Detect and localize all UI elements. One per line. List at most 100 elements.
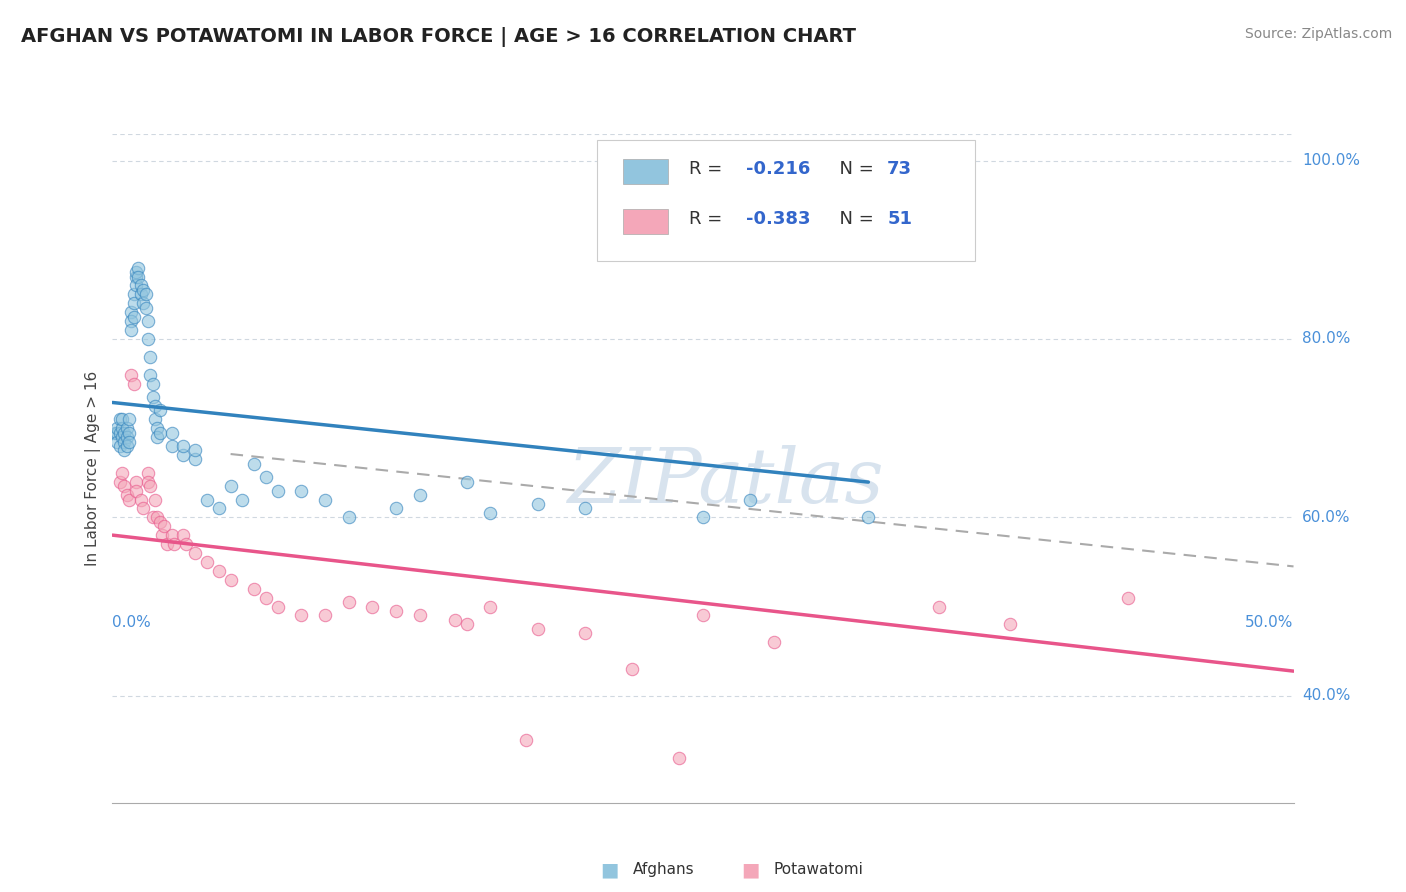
Point	[112, 425, 135, 440]
Point	[122, 310, 145, 324]
Text: 51: 51	[887, 211, 912, 228]
Point	[314, 608, 336, 623]
Point	[136, 314, 159, 328]
Point	[135, 301, 157, 315]
Point	[337, 595, 360, 609]
Point	[762, 635, 785, 649]
Point	[120, 323, 142, 337]
FancyBboxPatch shape	[623, 159, 668, 184]
Point	[105, 434, 128, 449]
Point	[120, 368, 142, 382]
Point	[129, 492, 152, 507]
Point	[314, 492, 336, 507]
Point	[125, 269, 148, 284]
FancyBboxPatch shape	[596, 141, 974, 261]
Point	[122, 287, 145, 301]
Point	[129, 287, 152, 301]
Point	[184, 452, 207, 467]
Text: R =: R =	[689, 211, 728, 228]
Point	[143, 399, 166, 413]
Point	[136, 475, 159, 489]
Point	[385, 501, 408, 516]
Point	[115, 421, 138, 435]
Text: N =: N =	[828, 160, 880, 178]
Point	[111, 466, 134, 480]
Point	[118, 492, 141, 507]
Point	[621, 662, 644, 676]
Point	[1116, 591, 1139, 605]
Point	[125, 278, 148, 293]
Point	[108, 412, 131, 426]
Point	[526, 497, 548, 511]
Point	[143, 492, 166, 507]
Point	[160, 528, 183, 542]
Point	[127, 269, 149, 284]
Point	[574, 626, 596, 640]
Point	[108, 475, 131, 489]
Text: 73: 73	[887, 160, 912, 178]
Text: 60.0%: 60.0%	[1302, 510, 1350, 524]
Point	[146, 430, 169, 444]
Point	[120, 314, 142, 328]
Point	[129, 278, 152, 293]
Point	[208, 564, 231, 578]
Point	[142, 390, 165, 404]
Point	[136, 332, 159, 346]
Point	[160, 425, 183, 440]
Point	[127, 260, 149, 275]
Text: 80.0%: 80.0%	[1302, 332, 1350, 346]
Point	[118, 425, 141, 440]
Point	[219, 479, 242, 493]
Point	[125, 475, 148, 489]
Point	[115, 488, 138, 502]
Y-axis label: In Labor Force | Age > 16: In Labor Force | Age > 16	[86, 371, 101, 566]
Point	[112, 434, 135, 449]
Point	[208, 501, 231, 516]
Point	[160, 439, 183, 453]
Point	[479, 506, 502, 520]
Point	[139, 479, 162, 493]
Text: 40.0%: 40.0%	[1302, 689, 1350, 703]
Point	[120, 305, 142, 319]
Point	[111, 421, 134, 435]
Point	[998, 617, 1021, 632]
Point	[219, 573, 242, 587]
Point	[149, 403, 172, 417]
Text: ZIPatlas: ZIPatlas	[568, 445, 884, 518]
Text: 0.0%: 0.0%	[112, 615, 152, 631]
Point	[108, 439, 131, 453]
Point	[267, 599, 290, 614]
Point	[172, 528, 194, 542]
Text: ■: ■	[741, 860, 759, 880]
Point	[172, 448, 194, 462]
Point	[526, 622, 548, 636]
Text: R =: R =	[689, 160, 728, 178]
Point	[184, 546, 207, 560]
Point	[111, 412, 134, 426]
Point	[132, 283, 155, 297]
Point	[139, 368, 162, 382]
Point	[136, 466, 159, 480]
Point	[150, 528, 173, 542]
Text: 50.0%: 50.0%	[1246, 615, 1294, 631]
Text: Afghans: Afghans	[633, 863, 695, 877]
Text: -0.216: -0.216	[745, 160, 810, 178]
Point	[132, 501, 155, 516]
Text: Source: ZipAtlas.com: Source: ZipAtlas.com	[1244, 27, 1392, 41]
Point	[174, 537, 197, 551]
Point	[337, 510, 360, 524]
Text: ■: ■	[600, 860, 619, 880]
Point	[118, 412, 141, 426]
Point	[172, 439, 194, 453]
Point	[125, 483, 148, 498]
Point	[163, 537, 186, 551]
Point	[132, 296, 155, 310]
Point	[254, 591, 277, 605]
Point	[112, 479, 135, 493]
Point	[112, 443, 135, 458]
Point	[479, 599, 502, 614]
Point	[108, 425, 131, 440]
Point	[740, 492, 762, 507]
Point	[149, 515, 172, 529]
Point	[105, 421, 128, 435]
